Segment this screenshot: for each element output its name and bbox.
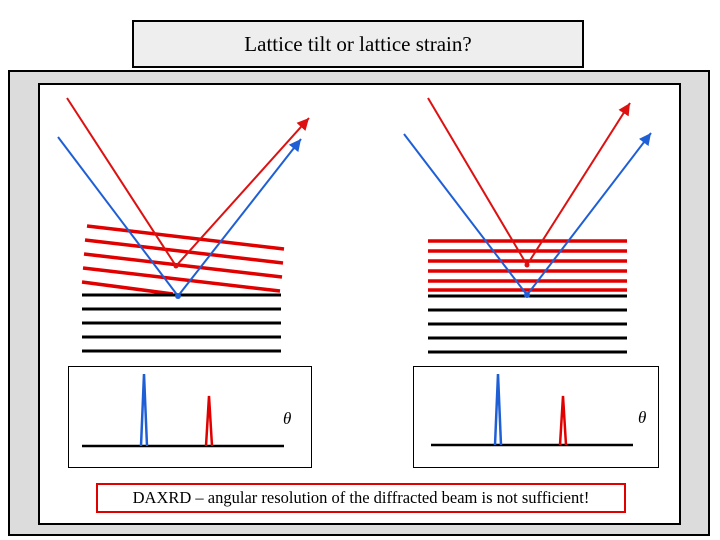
red-incident-beam bbox=[427, 97, 528, 266]
left-red-peak bbox=[204, 395, 214, 447]
tilted-layer-line bbox=[82, 266, 281, 293]
red-incident-beam bbox=[66, 97, 177, 267]
right-strained-layer bbox=[428, 239, 627, 292]
left-diffraction-plot bbox=[68, 366, 312, 468]
red-reflection-point bbox=[524, 262, 530, 268]
caption-box: DAXRD – angular resolution of the diffra… bbox=[96, 483, 626, 513]
blue-reflection-point bbox=[175, 293, 181, 299]
left-blue-peak bbox=[139, 373, 149, 447]
tilted-layer-line bbox=[83, 252, 283, 279]
slide-title: Lattice tilt or lattice strain? bbox=[132, 20, 584, 68]
tilted-layer-line bbox=[81, 280, 174, 296]
red-reflection-point bbox=[173, 263, 179, 269]
right-blue-peak bbox=[493, 373, 503, 446]
right-red-peak bbox=[558, 395, 568, 446]
tilted-layer-line bbox=[86, 224, 285, 251]
blue-incident-beam bbox=[57, 136, 179, 297]
right-diffraction-plot bbox=[413, 366, 659, 468]
right-substrate bbox=[428, 294, 627, 354]
blue-diffracted-beam bbox=[177, 138, 302, 297]
left-substrate bbox=[82, 293, 281, 353]
red-diffracted-beam bbox=[175, 117, 310, 267]
left-beams bbox=[57, 97, 310, 299]
tilted-layer-line bbox=[84, 238, 284, 265]
blue-diffracted-beam bbox=[526, 132, 652, 296]
right-beams bbox=[403, 97, 652, 298]
red-diffracted-beam bbox=[526, 102, 631, 266]
blue-incident-beam bbox=[403, 133, 528, 296]
theta-label-right: θ bbox=[638, 408, 647, 427]
theta-label-left: θ bbox=[283, 409, 292, 428]
blue-reflection-point bbox=[524, 292, 530, 298]
left-tilted-layer bbox=[81, 224, 285, 296]
